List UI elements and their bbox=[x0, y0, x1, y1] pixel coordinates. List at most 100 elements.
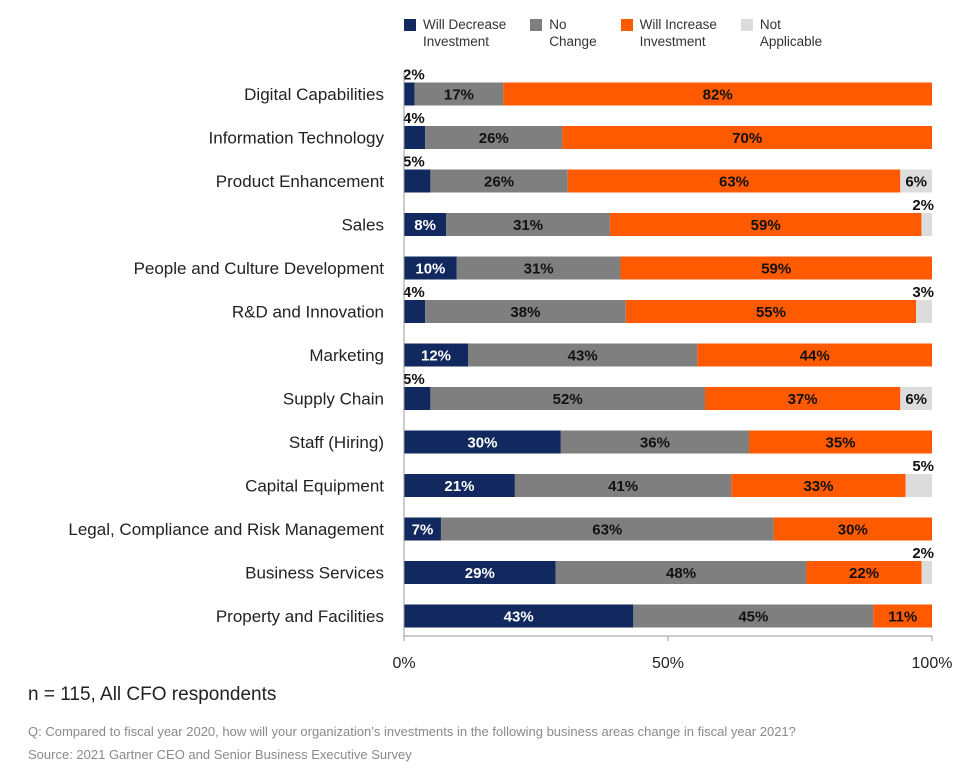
data-label-increase: 70% bbox=[732, 130, 762, 147]
source-note: Source: 2021 Gartner CEO and Senior Busi… bbox=[28, 747, 412, 762]
category-label: R&D and Innovation bbox=[232, 303, 384, 322]
category-label: Sales bbox=[341, 216, 384, 235]
chart-legend: Will Decrease Investment No Change Will In… bbox=[404, 16, 846, 50]
data-label-increase: 55% bbox=[756, 304, 786, 321]
bar-segment-increase bbox=[625, 300, 917, 323]
data-label-decrease: 10% bbox=[415, 261, 445, 278]
category-label: Business Services bbox=[245, 564, 384, 583]
bar-segment-increase bbox=[806, 561, 922, 584]
legend-swatch-na bbox=[740, 19, 753, 31]
legend-label-na: Not Applicable bbox=[759, 17, 823, 49]
bar-segment-decrease bbox=[404, 604, 634, 628]
bar-segment-decrease bbox=[404, 517, 441, 541]
category-label: Information Technology bbox=[209, 129, 385, 148]
legend-item-nochange: No Change bbox=[530, 16, 597, 50]
category-label: Property and Facilities bbox=[216, 607, 384, 626]
data-label-decrease: 4% bbox=[403, 284, 425, 301]
data-label-nochange: 26% bbox=[484, 174, 514, 191]
bar-segment-nochange bbox=[555, 561, 807, 584]
bar-segment-decrease bbox=[404, 561, 556, 584]
bar-segment-increase bbox=[620, 256, 932, 280]
data-label-increase: 59% bbox=[761, 261, 791, 278]
data-label-decrease: 29% bbox=[465, 565, 495, 582]
bar-segment-increase bbox=[704, 387, 901, 410]
bar-segment-nochange bbox=[560, 430, 750, 454]
bar-segment-increase bbox=[697, 343, 932, 367]
bar-segment-decrease bbox=[404, 430, 561, 454]
category-label: Digital Capabilities bbox=[244, 85, 384, 104]
bar-segment-increase bbox=[749, 430, 932, 454]
legend-swatch-increase bbox=[620, 19, 633, 31]
data-label-decrease: 5% bbox=[403, 371, 425, 388]
bar-segment-na bbox=[905, 474, 932, 497]
data-label-nochange: 26% bbox=[479, 130, 509, 147]
category-label: Marketing bbox=[309, 346, 384, 365]
data-label-nochange: 52% bbox=[553, 391, 583, 408]
sample-size-note: n = 115, All CFO respondents bbox=[28, 684, 277, 705]
data-label-increase: 44% bbox=[800, 348, 830, 365]
category-label: Legal, Compliance and Risk Management bbox=[68, 520, 384, 539]
data-label-increase: 82% bbox=[703, 87, 733, 104]
bar-segment-nochange bbox=[425, 126, 563, 149]
bar-segment-na bbox=[916, 300, 932, 323]
data-label-na: 6% bbox=[905, 174, 927, 191]
data-label-na: 6% bbox=[905, 391, 927, 408]
data-label-increase: 33% bbox=[803, 478, 833, 495]
bar-segment-nochange bbox=[514, 474, 732, 497]
category-label: Supply Chain bbox=[283, 390, 384, 409]
category-label: Product Enhancement bbox=[216, 172, 384, 191]
bar-segment-nochange bbox=[633, 604, 874, 628]
legend-item-decrease: Will Decrease Investment bbox=[404, 16, 506, 50]
bar-segment-decrease bbox=[404, 213, 447, 236]
x-tick-label: 50% bbox=[652, 655, 684, 672]
data-label-nochange: 17% bbox=[444, 87, 474, 104]
bar-segment-decrease bbox=[404, 169, 431, 193]
data-label-nochange: 41% bbox=[608, 478, 638, 495]
bar-segment-increase bbox=[562, 126, 932, 149]
legend-item-increase: Will Increase Investment bbox=[620, 16, 717, 50]
bar-segment-na bbox=[921, 561, 932, 584]
bar-segment-decrease bbox=[404, 343, 468, 367]
category-label: People and Culture Development bbox=[134, 259, 385, 278]
data-label-nochange: 45% bbox=[738, 609, 768, 626]
data-label-increase: 37% bbox=[788, 391, 818, 408]
data-label-increase: 30% bbox=[838, 522, 868, 539]
data-label-increase: 59% bbox=[751, 217, 781, 234]
bar-segment-increase bbox=[731, 474, 906, 497]
bar-segment-na bbox=[900, 387, 932, 410]
data-label-decrease: 2% bbox=[403, 67, 425, 84]
data-label-decrease: 12% bbox=[421, 348, 451, 365]
bar-segment-na bbox=[921, 213, 932, 236]
bar-segment-increase bbox=[609, 213, 922, 236]
data-label-nochange: 36% bbox=[640, 435, 670, 452]
bar-segment-nochange bbox=[456, 256, 621, 280]
legend-label-decrease: Will Decrease Investment bbox=[423, 17, 507, 49]
data-label-nochange: 38% bbox=[510, 304, 540, 321]
bar-segment-nochange bbox=[425, 300, 626, 323]
data-label-decrease: 30% bbox=[467, 435, 497, 452]
data-label-na: 2% bbox=[912, 545, 934, 562]
data-label-decrease: 5% bbox=[403, 154, 425, 171]
data-label-nochange: 48% bbox=[666, 565, 696, 582]
bar-segment-nochange bbox=[414, 82, 504, 106]
x-tick-label: 0% bbox=[392, 655, 415, 672]
data-label-decrease: 43% bbox=[504, 609, 534, 626]
survey-question: Q: Compared to fiscal year 2020, how wil… bbox=[28, 724, 796, 739]
bar-segment-decrease bbox=[404, 126, 426, 149]
data-label-na: 2% bbox=[912, 197, 934, 214]
data-label-nochange: 43% bbox=[568, 348, 598, 365]
category-label: Staff (Hiring) bbox=[289, 433, 384, 452]
legend-swatch-nochange bbox=[530, 19, 543, 31]
bar-segment-nochange bbox=[446, 213, 610, 236]
bar-segment-decrease bbox=[404, 300, 426, 323]
legend-label-increase: Will Increase Investment bbox=[639, 17, 717, 49]
bar-segment-na bbox=[900, 169, 932, 193]
data-label-decrease: 8% bbox=[414, 217, 436, 234]
bar-segment-nochange bbox=[430, 387, 705, 410]
bar-segment-nochange bbox=[440, 517, 774, 541]
data-label-increase: 63% bbox=[719, 174, 749, 191]
legend-item-na: Not Applicable bbox=[740, 16, 823, 50]
bar-segment-decrease bbox=[404, 82, 415, 106]
data-label-nochange: 31% bbox=[524, 261, 554, 278]
